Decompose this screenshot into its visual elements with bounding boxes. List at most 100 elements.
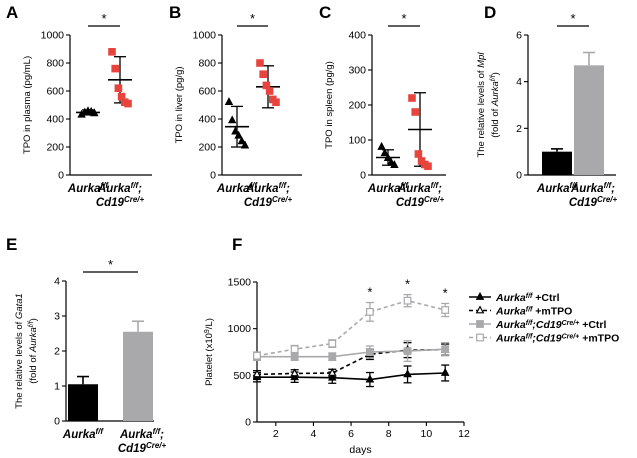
panel-f-legend-1-label-end: +Ctrl (532, 292, 559, 304)
panel-a-group-2-x-label-line2-sup: Cre/+ (124, 195, 145, 204)
panel-d-bar-2-x-label-sup: f/f (604, 181, 613, 190)
panel-d-y-label-line2-italic: Aurka (490, 81, 501, 107)
panel-f-legend-3-marker (476, 320, 484, 328)
panel-a-group-2-point (114, 84, 123, 93)
panel-f-legend-1-label-sup: f/f (526, 293, 533, 300)
panel-c-y-tick-label: 200 (348, 100, 366, 112)
panel-f-series-3-point (441, 345, 450, 354)
panel-a-group-2-x-label-line2: Cd19Cre/+ (96, 195, 145, 210)
panel-f-y-tick-label: 1000 (228, 323, 252, 335)
panel-b-y-tick-label: 800 (198, 58, 216, 70)
panel-d-y-label-line1-text: The relative levels of (476, 68, 487, 158)
panel-e-bar-2-x-label-main: Aurka (119, 429, 153, 441)
panel-e-y-tick-label: 2 (54, 346, 60, 358)
panel-f-legend-2-label-end: +mTPO (532, 306, 572, 318)
panel-b-group-2-point (256, 59, 264, 67)
panel-e-bar-2-x-label-line2-sup: Cre/+ (146, 441, 167, 450)
panel-c-y-tick-label: 300 (348, 65, 366, 77)
panel-a-y-tick-label: 200 (46, 142, 64, 154)
panel-e-letter: E (6, 235, 17, 254)
panel-a-group-2-x-label-line2-main: Cd19 (96, 197, 125, 209)
panel-f-legend-4-label: Aurkaf/f;Cd19Cre/+ +mTPO (495, 333, 619, 345)
panel-e-bar-2-x-label-line2: Cd19Cre/+ (118, 441, 167, 456)
panel-f-sig-star: * (367, 285, 372, 300)
panel-c-group-1-x-label-sup: f/f (401, 181, 410, 190)
panel-f-series-3-line (257, 348, 446, 358)
panel-b-group-1-point (234, 130, 243, 139)
panel-d-y-label-line1: The relative levels of Mpl (476, 52, 487, 158)
panel-f-legend-3-label-cd19-sup: Cre/+ (562, 320, 580, 327)
panel-a-group-1-x-label: Aurkaf/f (67, 181, 109, 196)
panel-c-group-1-point (390, 160, 399, 169)
panel-a-group-2-point (124, 99, 132, 108)
panel-a-y-tick-label: 1000 (41, 30, 65, 42)
panel-e-y-label-line2-text: (fold of (28, 352, 39, 384)
panel-d-bar-2-x-label-line2-main: Cd19 (569, 197, 598, 209)
panel-b-y-tick-label: 600 (198, 86, 216, 98)
panel-f-x-tick-label: 10 (421, 428, 433, 440)
panel-e-y-label-line1-gene: Gata1 (14, 293, 25, 319)
panel-f-x-tick-label: 6 (348, 428, 354, 440)
panel-b-group-2-point (265, 87, 274, 95)
panel-f-series-1-point (440, 367, 450, 376)
panel-e-sig-star: * (108, 257, 113, 272)
panel-e-y-tick-label: 1 (54, 381, 60, 393)
panel-f-y-label-text: Platelet (x10 (204, 333, 215, 386)
panel-f-legend-3-label: Aurkaf/f;Cd19Cre/+ +Ctrl (495, 319, 606, 331)
panel-e-y-label-line1: The relative levels of Gata1 (14, 293, 25, 409)
panel-f-legend-2-label-main: Aurka (495, 306, 526, 318)
panel-a-group-2-x-label-sup: f/f (131, 181, 140, 190)
panel-d-bar-1-x-label: Aurkaf/f (536, 181, 578, 196)
panel-f-y-label-sup: 9 (204, 329, 211, 333)
panel-d-y-tick-label: 2 (516, 123, 522, 135)
panel-e-bar-2-x-label-sep: ; (160, 429, 164, 441)
panel-d-y-label-line2-sup: f/f (490, 74, 497, 81)
panel-d-bar-2-x-label-main: Aurka (570, 183, 604, 195)
panel-d-bar-2-x-label-line2: Cd19Cre/+ (569, 195, 618, 210)
panel-b-group-2-point (259, 70, 268, 79)
panel-f-x-tick-label: 12 (458, 428, 470, 440)
panel-d-bar-2-x-label-sep: ; (611, 183, 615, 195)
panel-b-group-1-x-label-main: Aurka (216, 183, 250, 195)
panel-a-y-tick-label: 600 (46, 86, 64, 98)
panel-d-bar-1-x-label-main: Aurka (536, 183, 570, 195)
panel-f-series-3-point (290, 352, 299, 361)
panel-d-y-label-line2-text: (fold of (490, 106, 501, 138)
panel-e-bar-1 (68, 384, 98, 421)
panel-c-group-2-point (408, 94, 416, 102)
panel-f-series-4-point (328, 339, 337, 348)
panel-b-group-2-point (272, 98, 280, 107)
panel-e-bar-2-x-label: Aurkaf/f; (119, 427, 164, 442)
panel-f-y-tick-label: 500 (233, 370, 251, 382)
panel-b-sig-star: * (250, 11, 255, 26)
panel-c-group-2-x-label-sup: f/f (431, 181, 440, 190)
panel-e-y-label-line2: (fold of Aurkaf/f) (28, 318, 40, 384)
panel-c: C 0 100 200 300 400 TPO in spleen (pg/g) * (319, 3, 446, 182)
panel-c-group-2-point (414, 150, 423, 158)
panel-b-y-tick-label: 0 (210, 170, 216, 182)
panel-b: B 0 200 400 600 800 1000 TPO in liver (pg/g) * (169, 3, 302, 182)
panel-f-legend-1-label: Aurkaf/f +Ctrl (495, 292, 560, 304)
panel-c-group-2-x-label-sep: ; (438, 183, 442, 195)
panel-e-bar-2 (123, 331, 153, 421)
panel-e-y-tick-label: 0 (54, 416, 60, 428)
panel-a-sig-star: * (101, 11, 106, 26)
panel-d-bar-2 (574, 65, 604, 175)
panel-f-legend-3-label-sup: f/f (526, 320, 533, 327)
panel-f-series-3-point (328, 352, 337, 361)
panel-f-legend-3-label-main: Aurka (495, 319, 526, 331)
panel-c-group-1-point (380, 148, 389, 157)
panel-d-y-label-line2-end: ) (490, 72, 501, 75)
panel-e-bar-1-x-label: Aurkaf/f (62, 427, 104, 442)
panel-c-group-2-x-label-line2: Cd19Cre/+ (396, 195, 445, 210)
panel-f-series-1-line (257, 372, 446, 381)
panel-f-x-tick-label: 4 (311, 428, 317, 440)
panel-c-group-2-x-label-main: Aurka (397, 183, 431, 195)
panel-f-series-2-point (290, 368, 299, 377)
panel-f-series-3-point (403, 347, 412, 355)
panel-f-legend-4-label-cd19: ;Cd19 (532, 333, 561, 345)
panel-f-series-1-point (403, 369, 412, 378)
panel-e-y-tick-label: 3 (54, 311, 60, 323)
panel-d-bar-1 (542, 151, 572, 175)
